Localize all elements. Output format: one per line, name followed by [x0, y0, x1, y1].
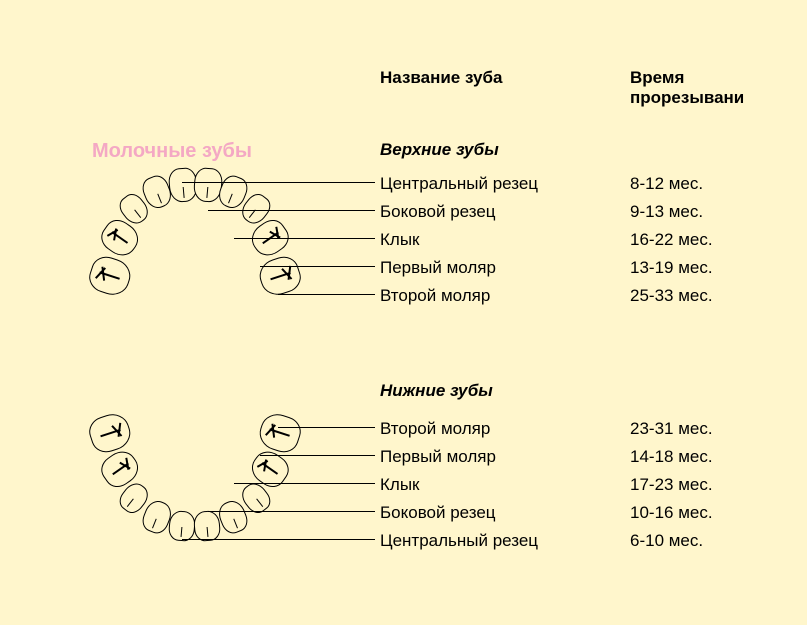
ridge [181, 527, 183, 537]
leader-line [208, 511, 375, 512]
tooth-name: Второй моляр [380, 419, 630, 439]
molar-tooth [255, 253, 304, 300]
header-name: Название зуба [380, 68, 630, 108]
tooth-name: Центральный резец [380, 174, 630, 194]
leader-line [260, 266, 375, 267]
tooth-row: Центральный резец8-12 мес. [380, 170, 800, 198]
ridge [206, 187, 208, 198]
tooth-name: Боковой резец [380, 202, 630, 222]
ridge [134, 210, 141, 218]
tooth-row: Клык16-22 мес. [380, 226, 800, 254]
tooth-row: Боковой резец10-16 мес. [380, 499, 800, 527]
tooth-name: Первый моляр [380, 447, 630, 467]
tooth-name: Первый моляр [380, 258, 630, 278]
tooth-time: 25-33 мес. [630, 286, 800, 306]
ridge [233, 518, 238, 528]
tooth-row: Боковой резец9-13 мес. [380, 198, 800, 226]
tooth-row: Первый моляр13-19 мес. [380, 254, 800, 282]
header-time: Время прорезывани [630, 68, 800, 108]
lower-rows: Второй моляр23-31 мес.Первый моляр14-18 … [380, 415, 800, 555]
leader-line [208, 210, 375, 211]
upper-rows: Центральный резец8-12 мес.Боковой резец9… [380, 170, 800, 310]
ridge [152, 518, 157, 528]
leader-line [260, 455, 375, 456]
ridge [228, 193, 233, 203]
tooth-name: Клык [380, 475, 630, 495]
tooth-row: Второй моляр25-33 мес. [380, 282, 800, 310]
molar-tooth [255, 410, 304, 457]
tooth-name: Боковой резец [380, 503, 630, 523]
incisor-tooth [168, 510, 197, 542]
leader-line [278, 294, 375, 295]
tooth-time: 17-23 мес. [630, 475, 800, 495]
tooth-time: 6-10 мес. [630, 531, 800, 551]
tooth-row: Первый моляр14-18 мес. [380, 443, 800, 471]
leader-line [234, 483, 375, 484]
incisor-tooth [193, 510, 222, 542]
ridge [249, 210, 256, 218]
tooth-time: 14-18 мес. [630, 447, 800, 467]
leader-line [234, 238, 375, 239]
tooth-row: Клык17-23 мес. [380, 471, 800, 499]
leader-line [278, 427, 375, 428]
tooth-name: Центральный резец [380, 531, 630, 551]
molar-tooth [85, 410, 134, 457]
molar-tooth [85, 253, 134, 300]
tooth-time: 10-16 мес. [630, 503, 800, 523]
tooth-time: 8-12 мес. [630, 174, 800, 194]
ridge [157, 193, 162, 203]
ridge [183, 187, 185, 198]
tooth-row: Центральный резец6-10 мес. [380, 527, 800, 555]
tooth-time: 16-22 мес. [630, 230, 800, 250]
leader-line [182, 182, 375, 183]
tooth-time: 9-13 мес. [630, 202, 800, 222]
tooth-name: Второй моляр [380, 286, 630, 306]
upper-arch-diagram [60, 160, 320, 330]
tooth-row: Второй моляр23-31 мес. [380, 415, 800, 443]
leader-line [182, 539, 375, 540]
tooth-name: Клык [380, 230, 630, 250]
ridge [256, 499, 263, 507]
section-upper-teeth: Верхние зубы [380, 140, 499, 160]
tooth-time: 13-19 мес. [630, 258, 800, 278]
ridge [127, 499, 134, 507]
column-headers: Название зуба Время прорезывани [380, 68, 800, 108]
ridge [207, 527, 209, 537]
section-lower-teeth: Нижние зубы [380, 381, 493, 401]
tooth-time: 23-31 мес. [630, 419, 800, 439]
